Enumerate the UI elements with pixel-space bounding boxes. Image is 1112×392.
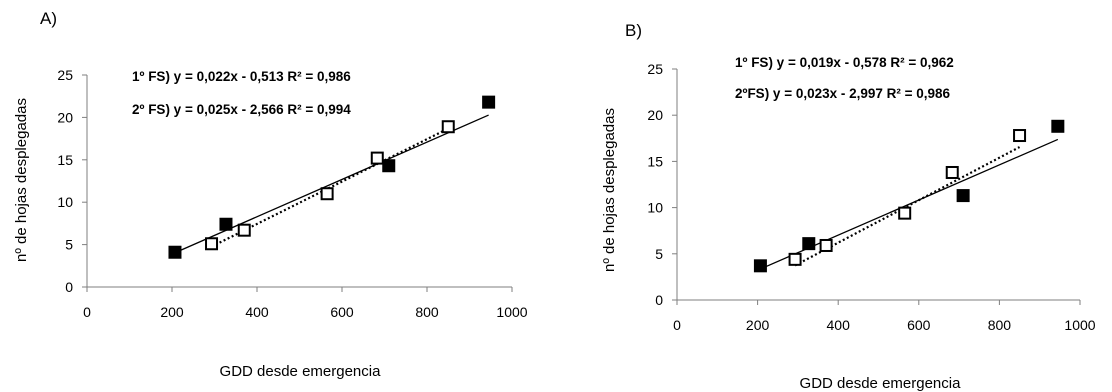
y-tick-label: 20 [647, 107, 663, 123]
x-tick-label: 400 [827, 317, 851, 333]
data-point-filled [168, 245, 182, 259]
data-point-open [441, 120, 455, 134]
data-point-filled [802, 237, 816, 251]
x-tick-label: 400 [245, 304, 269, 320]
x-axis-title: GDD desde emergencia [220, 363, 382, 380]
x-tick-label: 800 [988, 317, 1012, 333]
panel-label: A) [40, 9, 57, 28]
x-axis-title: GDD desde emergencia [800, 375, 962, 392]
y-tick-label: 25 [647, 61, 663, 77]
y-axis-title: nº de hojas desplegadas [601, 108, 618, 272]
data-point-open [1013, 129, 1027, 143]
y-tick-label: 0 [65, 279, 73, 295]
data-point-filled [753, 259, 767, 273]
y-tick-label: 20 [57, 109, 73, 125]
x-tick-label: 1000 [496, 304, 527, 320]
trendline-series-1 [174, 114, 489, 254]
data-point-open [370, 151, 384, 165]
y-tick-label: 15 [647, 153, 663, 169]
x-tick-label: 0 [673, 317, 681, 333]
equation-label-series-2: 2ºFS) y = 0,023x - 2,997 R² = 0,986 [735, 86, 951, 101]
data-point-filled [482, 95, 496, 109]
data-point-open [320, 187, 334, 201]
data-point-open [237, 223, 251, 237]
data-point-open [205, 237, 219, 251]
equation-label-series-1: 1º FS) y = 0,022x - 0,513 R² = 0,986 [132, 69, 351, 84]
y-tick-label: 5 [65, 237, 73, 253]
data-point-open [819, 238, 833, 252]
data-point-filled [382, 159, 396, 173]
y-tick-label: 10 [647, 200, 663, 216]
data-point-filled [219, 217, 233, 231]
data-point-filled [1051, 119, 1065, 133]
panel-label: B) [625, 21, 642, 40]
data-point-open [898, 206, 912, 220]
equation-label-series-1: 1º FS) y = 0,019x - 0,578 R² = 0,962 [735, 55, 954, 70]
x-tick-label: 200 [160, 304, 184, 320]
y-axis-title: nº de hojas desplegadas [13, 98, 30, 262]
data-point-filled [956, 189, 970, 203]
x-tick-label: 1000 [1064, 317, 1095, 333]
y-tick-label: 25 [57, 67, 73, 83]
y-tick-label: 5 [655, 246, 663, 262]
y-tick-label: 15 [57, 152, 73, 168]
x-tick-label: 600 [907, 317, 931, 333]
x-tick-label: 0 [83, 304, 91, 320]
y-tick-label: 0 [655, 292, 663, 308]
data-point-open [945, 165, 959, 179]
equation-label-series-2: 2º FS) y = 0,025x - 2,566 R² = 0,994 [132, 102, 351, 117]
y-tick-label: 10 [57, 194, 73, 210]
x-tick-label: 800 [415, 304, 439, 320]
x-tick-label: 600 [330, 304, 354, 320]
chart-panel-b: B) nº de hojas desplegadas GDD desde eme… [601, 21, 1096, 392]
data-point-open [788, 252, 802, 266]
x-tick-label: 200 [746, 317, 770, 333]
chart-panel-a: A) nº de hojas desplegadas GDD desde eme… [13, 9, 528, 380]
